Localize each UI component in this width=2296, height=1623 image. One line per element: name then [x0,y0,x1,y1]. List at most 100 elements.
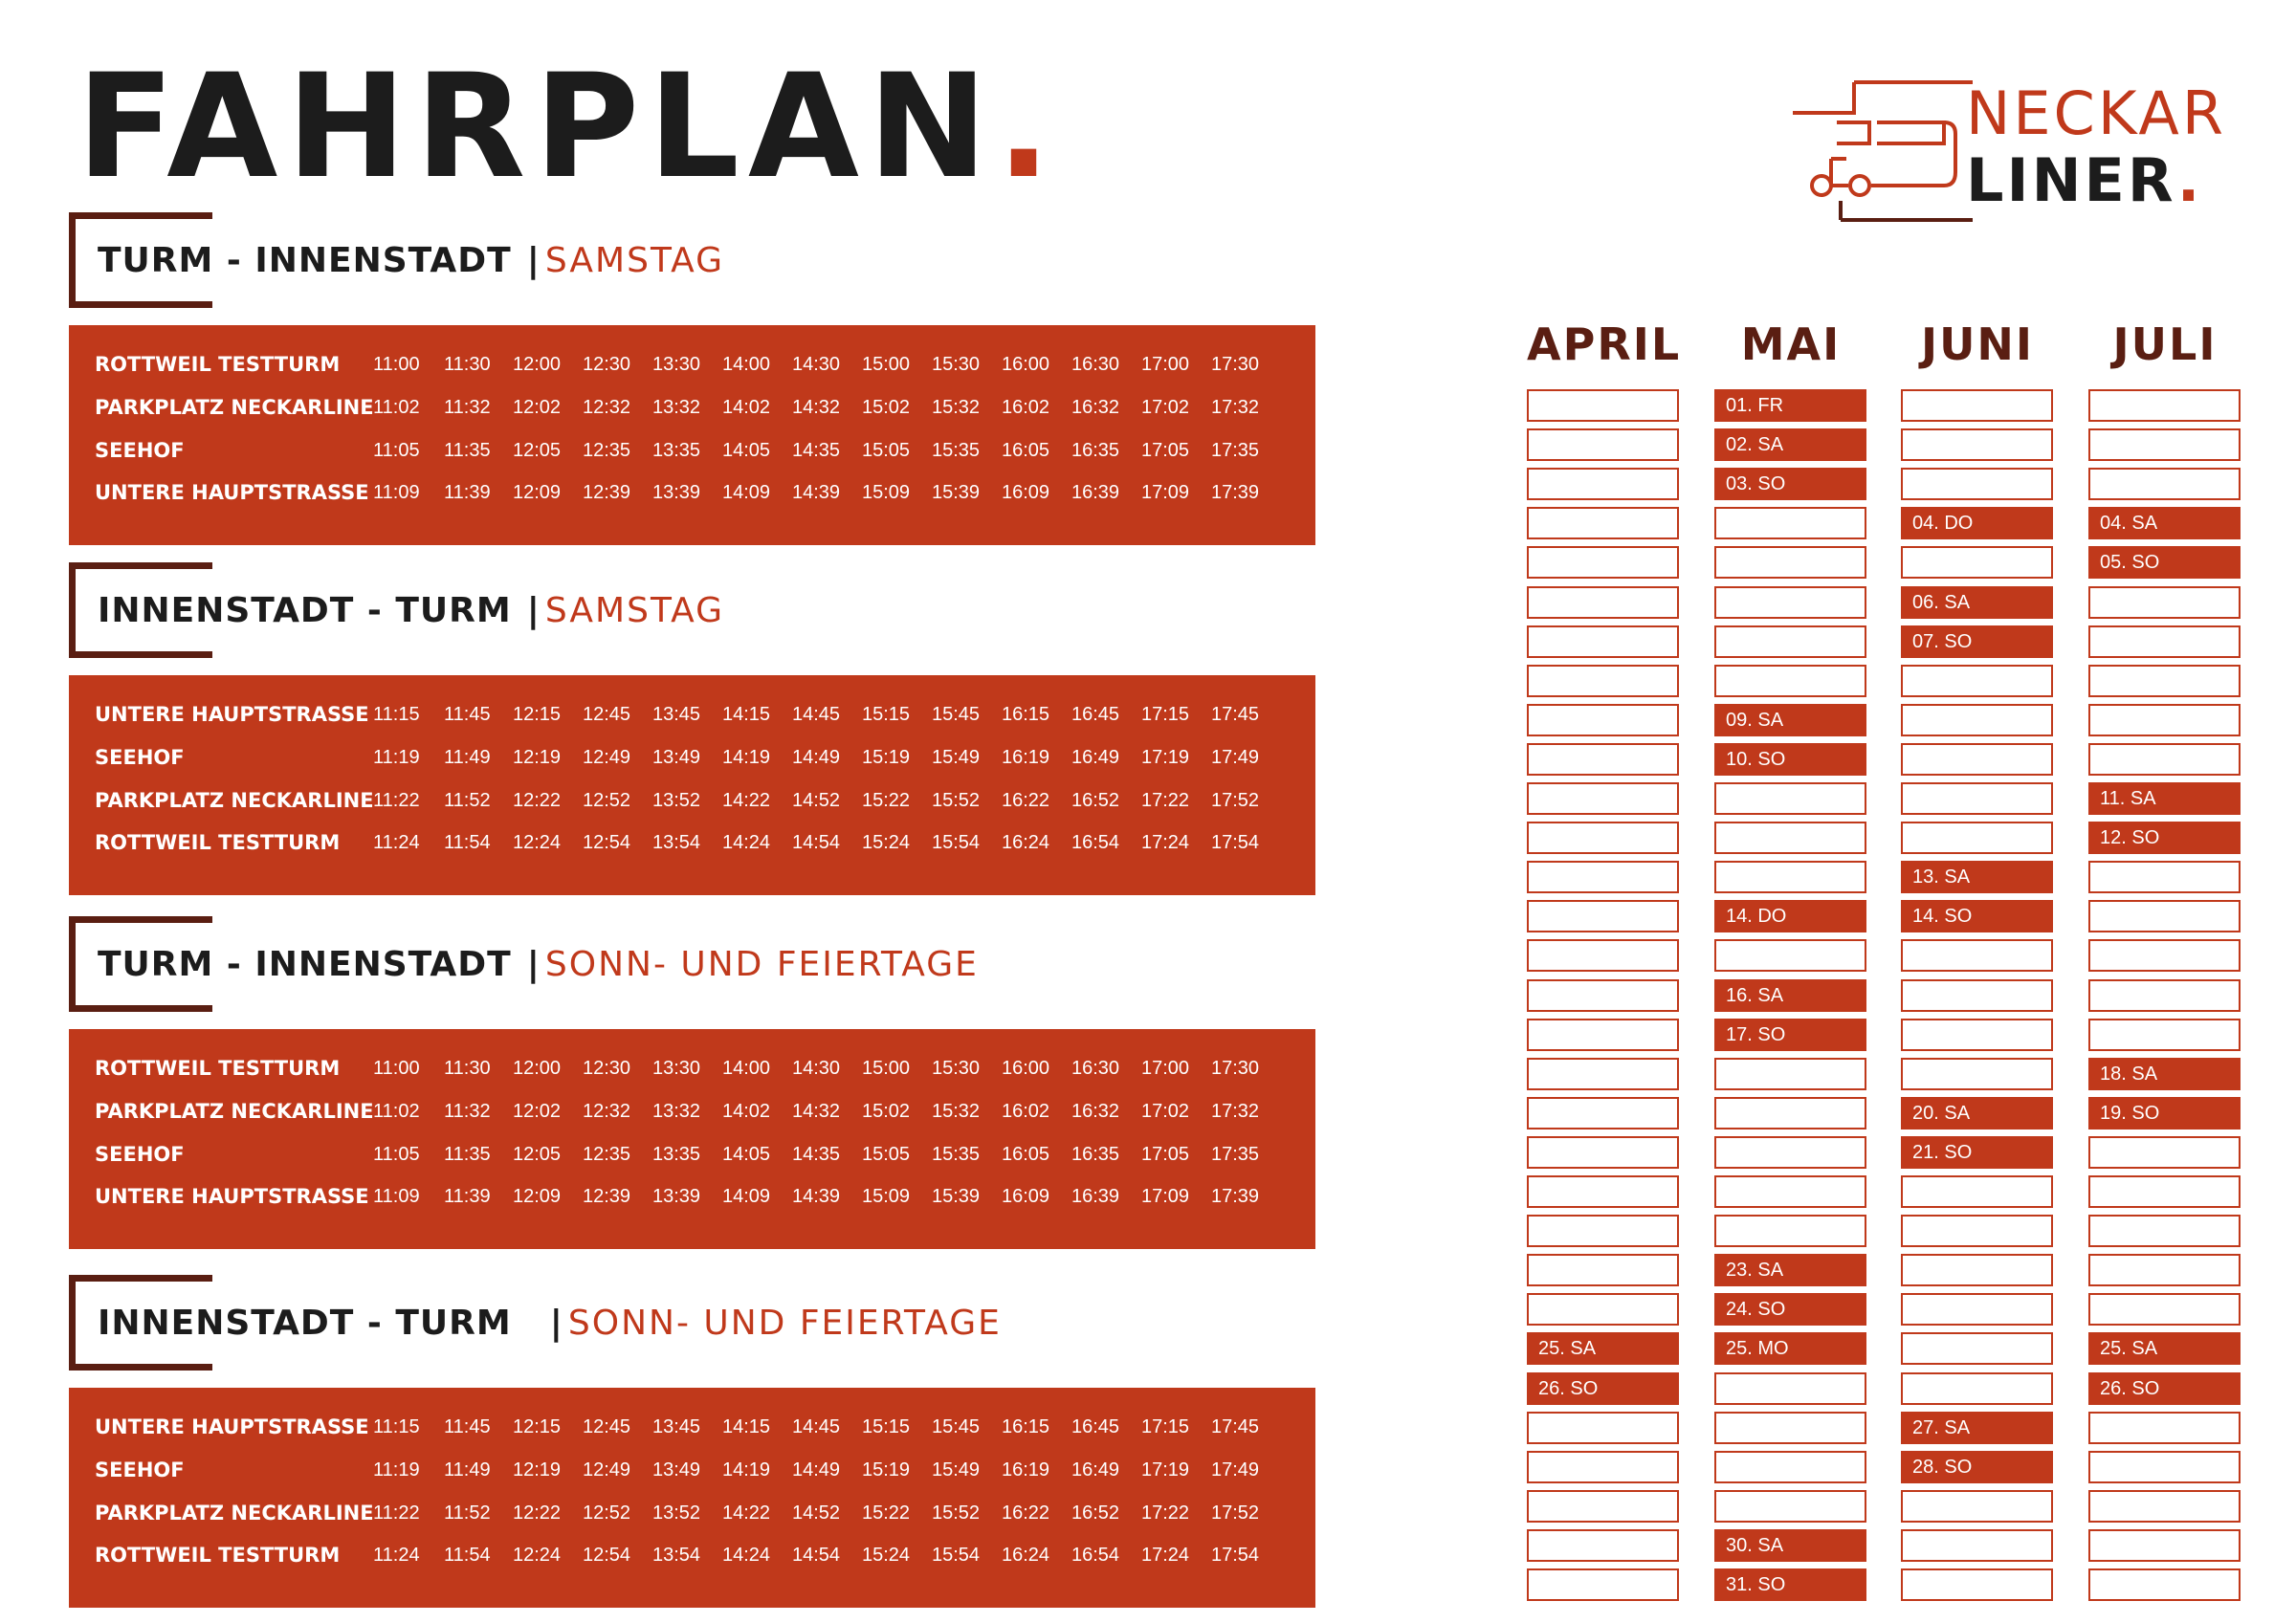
calendar-day-empty [1714,1412,1866,1444]
calendar-day-empty [1901,743,2053,776]
departure-time: 14:19 [722,747,771,768]
calendar-day-empty [1527,586,1679,619]
bus-icon [1793,80,1973,222]
departure-time: 12:24 [513,1545,562,1566]
logo-text-liner: LINER. [1966,145,2203,215]
calendar-day-empty [1901,1490,2053,1523]
departure-time: 14:54 [792,832,841,853]
calendar-day-empty [2088,1568,2241,1601]
departure-time: 15:05 [862,1144,911,1165]
departure-time: 17:15 [1141,1416,1190,1437]
departure-time: 12:09 [513,482,562,503]
departure-time: 12:24 [513,832,562,853]
departure-time: 15:49 [932,747,981,768]
calendar-day-empty [1527,625,1679,658]
neckarliner-logo: NECKAR LINER. [1781,77,2223,230]
calendar-day-empty [1527,1097,1679,1130]
logo-text-neckar: NECKAR [1966,78,2226,148]
timetable-row: PARKPLATZ NECKARLINE 11:22 11:52 12:22 12:52… [69,786,1315,815]
calendar-day-empty [1714,665,1866,697]
departure-time: 17:05 [1141,440,1190,461]
calendar-day-empty [1901,1254,2053,1286]
timetable-row: ROTTWEIL TESTTURM 11:00 11:30 12:00 12:30 13:… [69,1054,1315,1083]
calendar-day-empty [1901,1058,2053,1090]
departure-time: 12:32 [583,397,631,418]
operating-day: 27. SA [1901,1412,2053,1444]
stop-name: UNTERE HAUPTSTRASSE [95,1185,369,1208]
departure-time: 16:22 [1002,790,1050,811]
departure-time: 14:32 [792,397,841,418]
departure-time: 14:00 [722,1058,771,1079]
calendar-day-empty [1901,1529,2053,1562]
calendar-day-empty [2088,586,2241,619]
departure-time: 14:24 [722,832,771,853]
calendar-day-empty [1901,822,2053,854]
calendar-day-empty [1901,546,2053,579]
departure-time: 15:24 [862,1545,911,1566]
calendar-day-empty [2088,743,2241,776]
timetable-row: PARKPLATZ NECKARLINE 11:22 11:52 12:22 12:52… [69,1499,1315,1527]
operating-day: 02. SA [1714,428,1866,461]
departure-time: 14:45 [792,1416,841,1437]
departure-time: 17:49 [1211,1459,1260,1480]
operating-day: 19. SO [2088,1097,2241,1130]
departure-time: 16:15 [1002,704,1050,725]
section-bracket [69,212,212,308]
month-heading: APRIL [1527,318,1682,370]
calendar-day-empty [1714,507,1866,539]
departure-time: 17:19 [1141,747,1190,768]
departure-time: 13:45 [652,1416,701,1437]
timetable: ROTTWEIL TESTTURM 11:00 11:30 12:00 12:30 13:… [69,325,1315,545]
operating-day: 04. DO [1901,507,2053,539]
calendar-day-empty [1714,586,1866,619]
departure-time: 16:45 [1071,1416,1120,1437]
calendar-day-empty [1527,822,1679,854]
departure-time: 12:35 [583,1144,631,1165]
calendar-day-empty [1714,861,1866,893]
departure-time: 14:15 [722,704,771,725]
departure-time: 17:24 [1141,1545,1190,1566]
calendar-day-empty [1527,1490,1679,1523]
departure-time: 12:22 [513,790,562,811]
calendar-day-empty [1901,704,2053,736]
calendar-day-empty [2088,861,2241,893]
departure-time: 14:22 [722,1502,771,1524]
stop-name: ROTTWEIL TESTTURM [95,1057,341,1080]
stop-name: SEEHOF [95,746,185,769]
departure-time: 17:54 [1211,1545,1260,1566]
departure-time: 11:35 [444,440,491,461]
operating-day: 25. MO [1714,1332,1866,1365]
departure-time: 17:52 [1211,790,1260,811]
calendar-day-empty [1901,939,2053,972]
departure-time: 16:49 [1071,747,1120,768]
calendar-day-empty [1901,1019,2053,1051]
departure-time: 12:54 [583,832,631,853]
departure-time: 12:05 [513,440,562,461]
departure-time: 11:22 [373,1502,420,1524]
day-type: SONN- UND FEIERTAGE [567,1304,1002,1343]
departure-time: 12:02 [513,1101,562,1122]
departure-time: 15:35 [932,440,981,461]
calendar-day-empty [1527,507,1679,539]
departure-time: 11:39 [444,1186,491,1207]
departure-time: 15:22 [862,1502,911,1524]
departure-time: 11:45 [444,1416,491,1437]
departure-time: 13:35 [652,440,701,461]
departure-time: 13:32 [652,397,701,418]
calendar-day-empty [1714,625,1866,658]
calendar-day-empty [2088,1412,2241,1444]
calendar-day-empty [2088,389,2241,422]
departure-time: 12:02 [513,397,562,418]
departure-time: 17:54 [1211,832,1260,853]
calendar-day-empty [1714,1136,1866,1169]
operating-day: 17. SO [1714,1019,1866,1051]
departure-time: 15:30 [932,1058,981,1079]
calendar-day-empty [1714,1175,1866,1208]
departure-time: 16:30 [1071,354,1120,375]
calendar-day-empty [1527,428,1679,461]
calendar-day-empty [2088,468,2241,500]
route-name: INNENSTADT - TURM [98,591,512,630]
departure-time: 16:24 [1002,832,1050,853]
operating-day: 14. SO [1901,900,2053,932]
calendar-day-empty [2088,939,2241,972]
